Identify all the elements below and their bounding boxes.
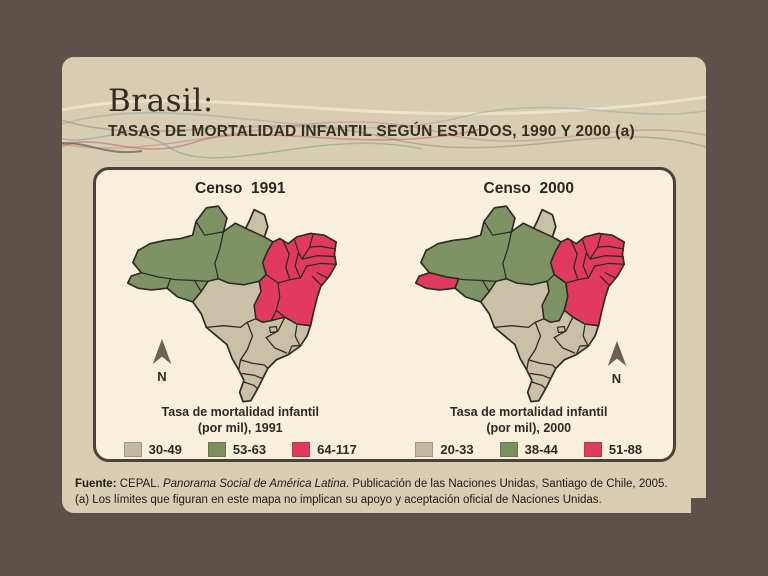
legend-1991: 30-49 53-63 64-117 (96, 441, 385, 457)
legend-item: 20-33 (415, 441, 474, 457)
slide-corner-notch (691, 498, 706, 513)
north-arrow: N (603, 340, 631, 386)
legend-swatch-low (123, 441, 142, 457)
legend-item: 53-63 (207, 441, 266, 457)
slide: Brasil: TASAS DE MORTALIDAD INFANTIL SEG… (62, 57, 706, 513)
map-header-1991: Censo 1991 (195, 180, 286, 197)
maps-panel: Censo 1991 N Tasa de mortalidad infantil… (93, 167, 676, 462)
map-caption-1991: Tasa de mortalidad infantil (por mil), 1… (161, 405, 319, 436)
map-header-2000: Censo 2000 (483, 180, 574, 197)
page-title: Brasil: (108, 83, 214, 119)
north-arrow: N (148, 338, 176, 384)
legend-item: 51-88 (583, 441, 642, 457)
footer: Fuente: CEPAL. Panorama Social de Améric… (75, 476, 703, 508)
legend-item: 64-117 (292, 441, 357, 457)
legend-swatch-mid (499, 441, 518, 457)
legend-2000: 20-33 38-44 51-88 (385, 441, 674, 457)
footer-source: Fuente: CEPAL. Panorama Social de Améric… (75, 478, 668, 490)
map-column-2000: Censo 2000 N Tasa de mortalidad infantil… (385, 170, 674, 459)
legend-swatch-mid (207, 441, 226, 457)
map-column-1991: Censo 1991 N Tasa de mortalidad infantil… (96, 170, 385, 459)
footer-note: (a) Los límites que figuran en este mapa… (75, 494, 602, 507)
north-label: N (611, 371, 622, 386)
legend-swatch-low (415, 441, 434, 457)
legend-swatch-high (292, 441, 311, 457)
brazil-choropleth-2000 (415, 205, 626, 403)
north-label: N (157, 369, 167, 384)
north-arrow-icon (607, 340, 626, 367)
legend-item: 38-44 (499, 441, 558, 457)
legend-swatch-high (583, 441, 602, 457)
legend-item: 30-49 (123, 441, 182, 457)
north-arrow-icon (152, 338, 172, 365)
page-subtitle: TASAS DE MORTALIDAD INFANTIL SEGÚN ESTAD… (108, 123, 635, 140)
map-caption-2000: Tasa de mortalidad infantil (por mil), 2… (450, 405, 608, 436)
brazil-choropleth-1991 (126, 205, 337, 403)
